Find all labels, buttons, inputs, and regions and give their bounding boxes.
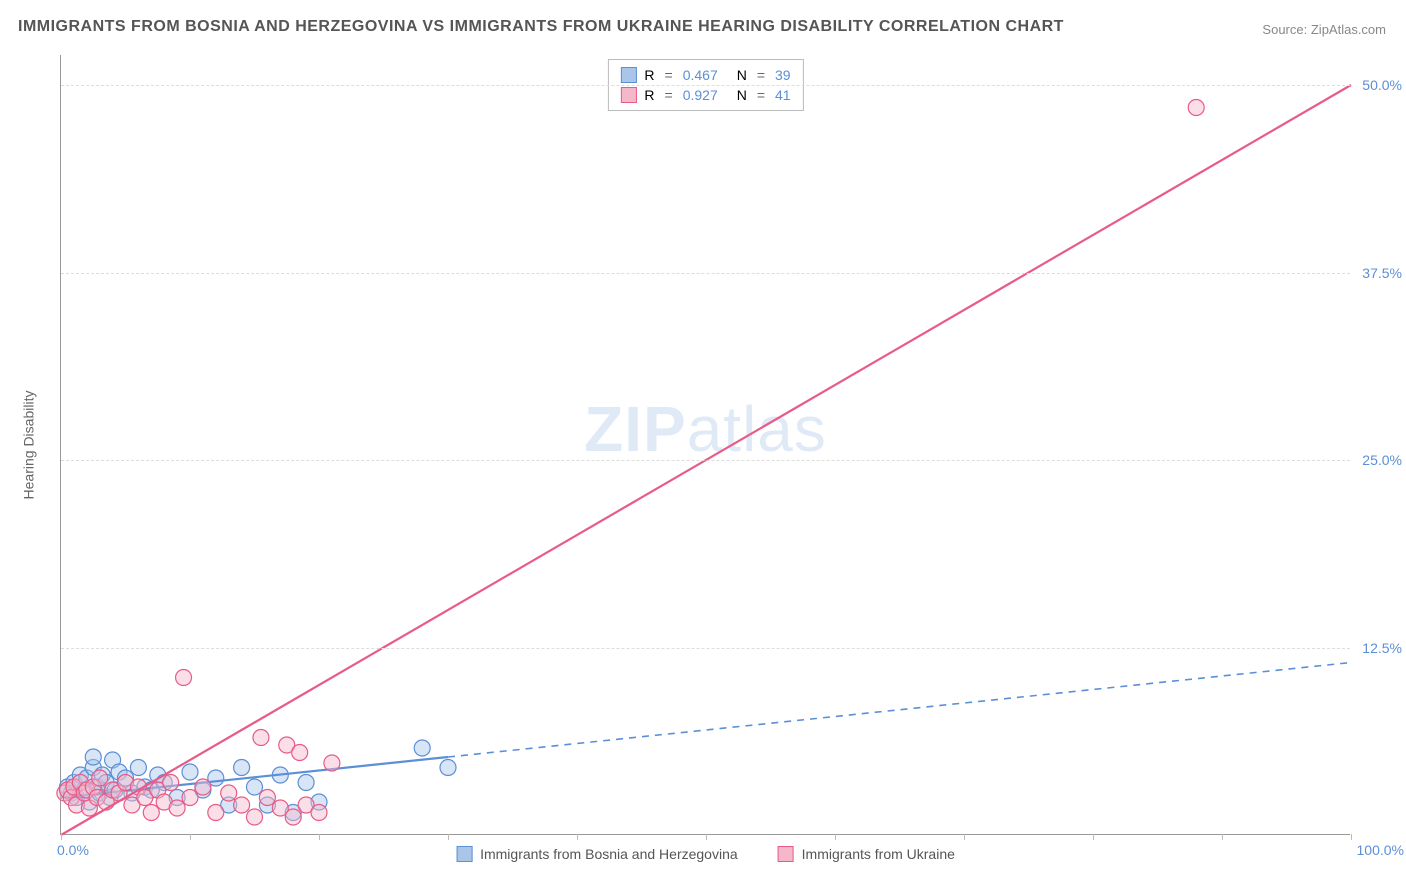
y-axis-label-container: Hearing Disability xyxy=(18,55,38,835)
r-label: R xyxy=(644,65,654,85)
n-value-bosnia: 39 xyxy=(775,65,791,85)
n-label: N xyxy=(737,85,747,105)
y-tick-label: 25.0% xyxy=(1362,452,1402,468)
r-label: R xyxy=(644,85,654,105)
scatter-point-ukraine xyxy=(195,779,211,795)
gridline xyxy=(61,460,1350,461)
x-tick xyxy=(964,834,965,840)
source-label: Source: xyxy=(1262,22,1307,37)
scatter-point-ukraine xyxy=(163,775,179,791)
x-tick xyxy=(61,834,62,840)
scatter-point-ukraine xyxy=(259,790,275,806)
gridline xyxy=(61,273,1350,274)
gridline xyxy=(61,648,1350,649)
legend-label-bosnia: Immigrants from Bosnia and Herzegovina xyxy=(480,846,738,862)
scatter-point-bosnia xyxy=(234,760,250,776)
source-value: ZipAtlas.com xyxy=(1311,22,1386,37)
scatter-point-ukraine xyxy=(234,797,250,813)
x-tick xyxy=(1222,834,1223,840)
scatter-point-bosnia xyxy=(182,764,198,780)
x-axis-max-label: 100.0% xyxy=(1357,842,1404,858)
legend-stats-row-ukraine: R = 0.927 N = 41 xyxy=(620,85,790,105)
scatter-point-ukraine xyxy=(324,755,340,771)
x-tick xyxy=(1351,834,1352,840)
scatter-point-bosnia xyxy=(85,749,101,765)
scatter-point-ukraine xyxy=(1188,100,1204,116)
eq: = xyxy=(665,85,673,105)
source-attribution: Source: ZipAtlas.com xyxy=(1262,22,1386,37)
y-tick-label: 12.5% xyxy=(1362,640,1402,656)
legend-stats-row-bosnia: R = 0.467 N = 39 xyxy=(620,65,790,85)
r-value-ukraine: 0.927 xyxy=(683,85,729,105)
n-label: N xyxy=(737,65,747,85)
n-value-ukraine: 41 xyxy=(775,85,791,105)
legend-item-bosnia: Immigrants from Bosnia and Herzegovina xyxy=(456,846,738,862)
scatter-point-ukraine xyxy=(285,809,301,825)
x-tick xyxy=(1093,834,1094,840)
x-tick xyxy=(319,834,320,840)
scatter-point-ukraine xyxy=(247,809,263,825)
swatch-bosnia xyxy=(456,846,472,862)
scatter-point-ukraine xyxy=(143,805,159,821)
x-axis-origin-label: 0.0% xyxy=(57,842,89,858)
trend-line-dash-bosnia xyxy=(448,663,1351,758)
scatter-point-ukraine xyxy=(253,730,269,746)
scatter-point-ukraine xyxy=(208,805,224,821)
swatch-ukraine xyxy=(620,87,636,103)
scatter-point-ukraine xyxy=(176,670,192,686)
scatter-point-ukraine xyxy=(182,790,198,806)
swatch-bosnia xyxy=(620,67,636,83)
r-value-bosnia: 0.467 xyxy=(683,65,729,85)
scatter-point-ukraine xyxy=(221,785,237,801)
x-tick xyxy=(835,834,836,840)
scatter-point-ukraine xyxy=(92,770,108,786)
y-axis-label: Hearing Disability xyxy=(20,391,36,500)
gridline xyxy=(61,85,1350,86)
legend-series: Immigrants from Bosnia and Herzegovina I… xyxy=(456,846,955,862)
eq: = xyxy=(665,65,673,85)
x-tick xyxy=(448,834,449,840)
scatter-point-bosnia xyxy=(414,740,430,756)
scatter-point-ukraine xyxy=(311,805,327,821)
x-tick xyxy=(706,834,707,840)
chart-svg xyxy=(61,55,1350,834)
x-tick xyxy=(190,834,191,840)
scatter-point-bosnia xyxy=(298,775,314,791)
eq: = xyxy=(757,85,765,105)
scatter-point-ukraine xyxy=(292,745,308,761)
legend-item-ukraine: Immigrants from Ukraine xyxy=(778,846,955,862)
scatter-point-bosnia xyxy=(130,760,146,776)
chart-title: IMMIGRANTS FROM BOSNIA AND HERZEGOVINA V… xyxy=(18,18,1064,36)
swatch-ukraine xyxy=(778,846,794,862)
y-tick-label: 50.0% xyxy=(1362,77,1402,93)
x-tick xyxy=(577,834,578,840)
eq: = xyxy=(757,65,765,85)
scatter-point-bosnia xyxy=(247,779,263,795)
plot-area: ZIPatlas R = 0.467 N = 39 R = 0.927 N = … xyxy=(60,55,1350,835)
legend-label-ukraine: Immigrants from Ukraine xyxy=(802,846,955,862)
scatter-point-ukraine xyxy=(169,800,185,816)
scatter-point-bosnia xyxy=(440,760,456,776)
y-tick-label: 37.5% xyxy=(1362,265,1402,281)
